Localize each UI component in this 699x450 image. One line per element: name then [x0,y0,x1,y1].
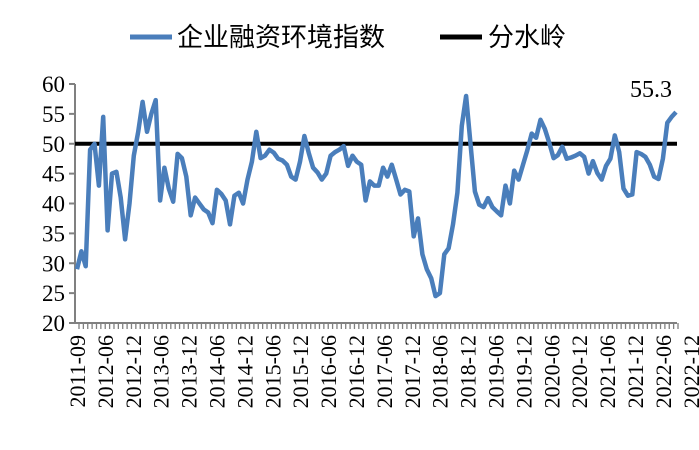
x-tick-label: 2012-12 [121,335,146,408]
index-series-line [74,93,678,299]
x-axis: 2011-09 2012-06 2012-12 2013-06 2013-12 2014-… [65,322,699,408]
y-tick-label: 25 [42,281,65,306]
x-tick-label: 2013-06 [149,335,174,408]
x-tick-label: 2012-06 [93,335,118,408]
y-tick-label: 55 [42,102,65,127]
y-tick-label: 35 [42,221,65,246]
x-tick-label: 2019-06 [484,335,509,408]
x-tick-label: 2018-06 [428,335,453,408]
y-tick-label: 40 [42,192,65,217]
y-tick-label: 60 [42,72,65,97]
x-tick-label: 2018-12 [456,335,481,408]
x-tick-label: 2015-12 [288,335,313,408]
legend-label-index: 企业融资环境指数 [177,23,385,52]
x-tick-label: 2022-12 [679,335,699,408]
y-axis: 20 25 30 35 40 45 50 55 60 [42,72,76,336]
x-tick-label: 2020-06 [539,335,564,408]
x-tick-label: 2020-12 [567,335,592,408]
x-tick-label: 2022-06 [651,335,676,408]
last-value-label: 55.3 [630,77,672,103]
index-series-points [76,95,677,297]
y-tick-label: 20 [42,311,65,336]
x-tick-label: 2013-12 [177,335,202,408]
x-tick-label: 2019-12 [511,335,536,408]
legend-label-threshold: 分水岭 [488,23,566,52]
y-tick-label: 45 [42,162,65,187]
x-tick-label: 2016-06 [316,335,341,408]
x-tick-label: 2015-06 [260,335,285,408]
x-tick-label: 2017-06 [372,335,397,408]
x-tick-label: 2016-12 [344,335,369,408]
y-tick-label: 30 [42,251,65,276]
x-tick-label: 2014-06 [205,335,230,408]
legend: 企业融资环境指数 分水岭 [130,23,566,52]
x-tick-label: 2014-12 [232,335,257,408]
x-tick-label: 2021-06 [595,335,620,408]
x-tick-label: 2021-12 [623,335,648,408]
x-tick-label: 2011-09 [65,335,90,408]
x-tick-label: 2017-12 [400,335,425,408]
y-tick-label: 50 [42,132,65,157]
